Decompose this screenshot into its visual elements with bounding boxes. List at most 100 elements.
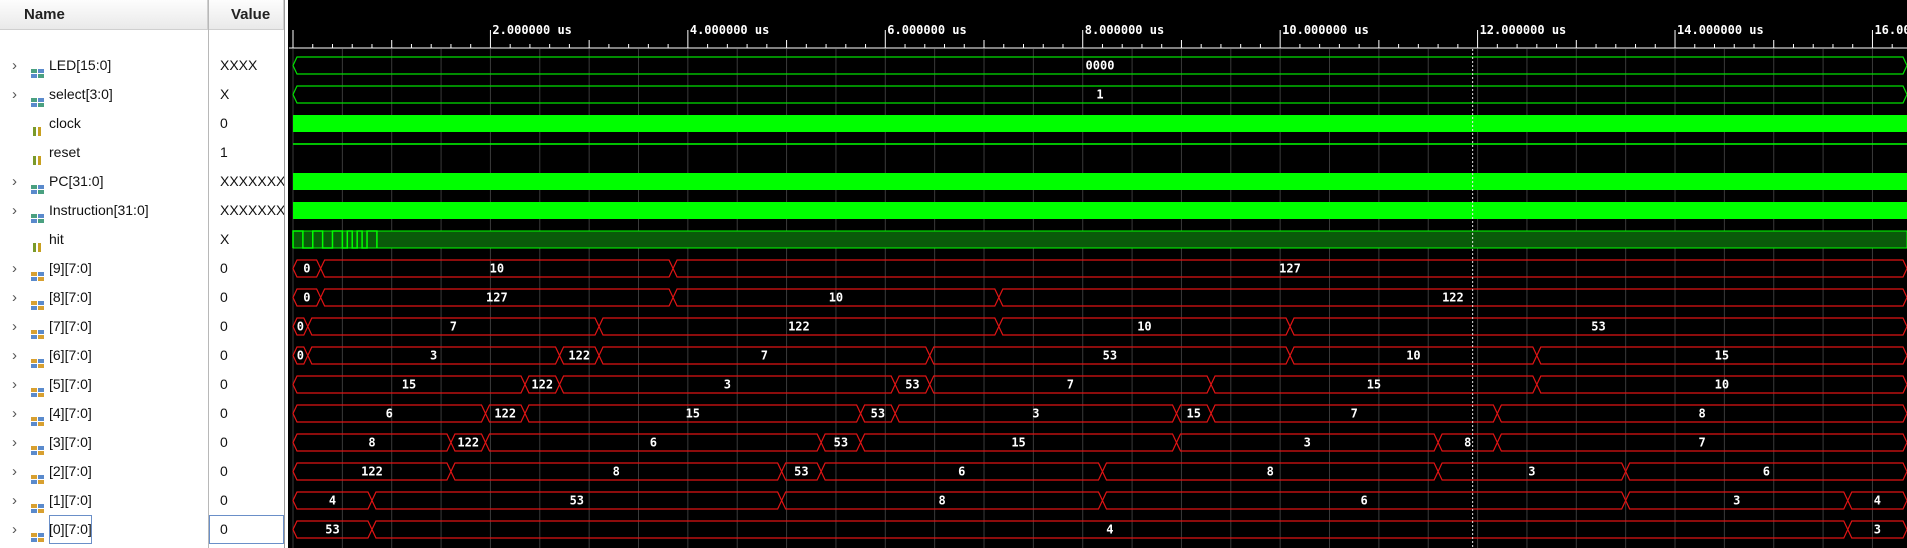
bus-segment <box>1536 346 1907 365</box>
value-column-header[interactable]: Value <box>209 0 284 30</box>
signal-name: [5][7:0] <box>49 376 92 392</box>
time-tick-label: 10.000000 us <box>1282 23 1369 37</box>
bus-value-label: 0 <box>303 291 310 305</box>
bus-segment <box>1496 404 1907 423</box>
signal-name: [9][7:0] <box>49 260 92 276</box>
bus-value-label: 3 <box>1032 407 1039 421</box>
time-tick-label: 8.000000 us <box>1085 23 1164 37</box>
bus-value-label: 122 <box>788 320 810 334</box>
signal-name: hit <box>49 231 64 247</box>
expand-chevron-icon[interactable]: › <box>12 376 17 393</box>
expand-chevron-icon[interactable]: › <box>12 173 17 190</box>
expand-chevron-icon[interactable]: › <box>12 57 17 74</box>
array-icon <box>31 263 44 281</box>
bus-segment <box>1847 491 1907 510</box>
signal-value: X <box>220 86 230 102</box>
signal-name: LED[15:0] <box>49 57 112 73</box>
bus-segment <box>292 56 1907 75</box>
bus-value-label: 3 <box>1528 465 1535 479</box>
array-icon <box>31 524 44 542</box>
bus-value-label: 15 <box>1367 378 1381 392</box>
signal-value-column: Value XXXXX01XXXXXXXXXXXXXXXXX0000000000 <box>209 0 284 548</box>
signal-fill-band <box>293 202 1907 219</box>
bus-value-label: 4 <box>329 494 336 508</box>
bus-value-label: 53 <box>325 523 339 537</box>
signal-name: [1][7:0] <box>49 492 92 508</box>
bus-value-label: 53 <box>570 494 584 508</box>
signal-row[interactable]: › [9][7:0] <box>0 254 208 283</box>
bus-value-label: 8 <box>938 494 945 508</box>
bus-value-label: 122 <box>361 465 383 479</box>
bus-value-label: 53 <box>871 407 885 421</box>
expand-chevron-icon[interactable]: › <box>12 347 17 364</box>
signal-name: Instruction[31:0] <box>49 202 149 218</box>
expand-chevron-icon[interactable]: › <box>12 202 17 219</box>
name-column-header[interactable]: Name <box>0 0 208 30</box>
bus-value-label: 7 <box>450 320 457 334</box>
time-tick-label: 4.000000 us <box>690 23 769 37</box>
bus-icon <box>31 205 44 223</box>
signal-row[interactable]: › [7][7:0] <box>0 312 208 341</box>
signal-row[interactable]: › [0][7:0] <box>0 515 208 544</box>
bit-icon <box>31 234 44 252</box>
signal-row[interactable]: › [1][7:0] <box>0 486 208 515</box>
column-splitter[interactable] <box>284 0 288 548</box>
signal-row[interactable]: hit <box>0 225 208 254</box>
bus-icon <box>31 89 44 107</box>
bus-value-label: 15 <box>1715 349 1729 363</box>
expand-chevron-icon[interactable]: › <box>12 521 17 538</box>
signal-row[interactable]: › select[3:0] <box>0 80 208 109</box>
bus-value-label: 3 <box>724 378 731 392</box>
bus-value-label: 4 <box>1874 494 1881 508</box>
signal-row[interactable]: reset <box>0 138 208 167</box>
signal-row[interactable]: › [4][7:0] <box>0 399 208 428</box>
bus-value-label: 0 <box>297 349 304 363</box>
signal-row[interactable]: › Instruction[31:0] <box>0 196 208 225</box>
bus-value-label: 8 <box>1267 465 1274 479</box>
expand-chevron-icon[interactable]: › <box>12 463 17 480</box>
signal-row[interactable]: › LED[15:0] <box>0 51 208 80</box>
signal-name: [6][7:0] <box>49 347 92 363</box>
signal-row[interactable]: › [3][7:0] <box>0 428 208 457</box>
bus-segment <box>672 259 1907 278</box>
bus-value-label: 7 <box>1699 436 1706 450</box>
bus-value-label: 10 <box>1137 320 1151 334</box>
signal-row[interactable]: › [6][7:0] <box>0 341 208 370</box>
bit-icon <box>31 147 44 165</box>
bus-segment <box>1624 462 1907 481</box>
signal-value: 0 <box>220 289 228 305</box>
waveform-svg: 2.000000 us 4.000000 us 6.000000 us 8.00000… <box>289 23 1907 548</box>
bus-icon <box>31 60 44 78</box>
signal-value: 0 <box>220 463 228 479</box>
expand-chevron-icon[interactable]: › <box>12 260 17 277</box>
signal-value: 0 <box>220 492 228 508</box>
expand-chevron-icon[interactable]: › <box>12 289 17 306</box>
bus-value-label: 6 <box>386 407 393 421</box>
expand-chevron-icon[interactable]: › <box>12 405 17 422</box>
bus-value-label: 6 <box>958 465 965 479</box>
signal-row[interactable]: clock <box>0 109 208 138</box>
bus-value-label: 7 <box>761 349 768 363</box>
signal-value: XXXX <box>220 57 258 73</box>
expand-chevron-icon[interactable]: › <box>12 318 17 335</box>
signal-name-column: Name › LED[15:0] › select[3:0] clock reset › PC… <box>0 0 209 548</box>
signal-hit-band <box>292 230 1907 249</box>
waveform-canvas[interactable]: 2.000000 us 4.000000 us 6.000000 us 8.00000… <box>289 0 1907 548</box>
bit-icon <box>31 118 44 136</box>
time-tick-label: 12.000000 us <box>1480 23 1567 37</box>
signal-name: select[3:0] <box>49 86 113 102</box>
signal-value: 0 <box>220 318 228 334</box>
expand-chevron-icon[interactable]: › <box>12 86 17 103</box>
array-icon <box>31 408 44 426</box>
array-icon <box>31 321 44 339</box>
signal-row[interactable]: › [2][7:0] <box>0 457 208 486</box>
expand-chevron-icon[interactable]: › <box>12 492 17 509</box>
signal-fill-band <box>293 173 1907 190</box>
signal-row[interactable]: › [8][7:0] <box>0 283 208 312</box>
signal-row[interactable]: › PC[31:0] <box>0 167 208 196</box>
bus-segment <box>1847 520 1907 539</box>
signal-row[interactable]: › [5][7:0] <box>0 370 208 399</box>
expand-chevron-icon[interactable]: › <box>12 434 17 451</box>
bus-value-label: 122 <box>494 407 516 421</box>
